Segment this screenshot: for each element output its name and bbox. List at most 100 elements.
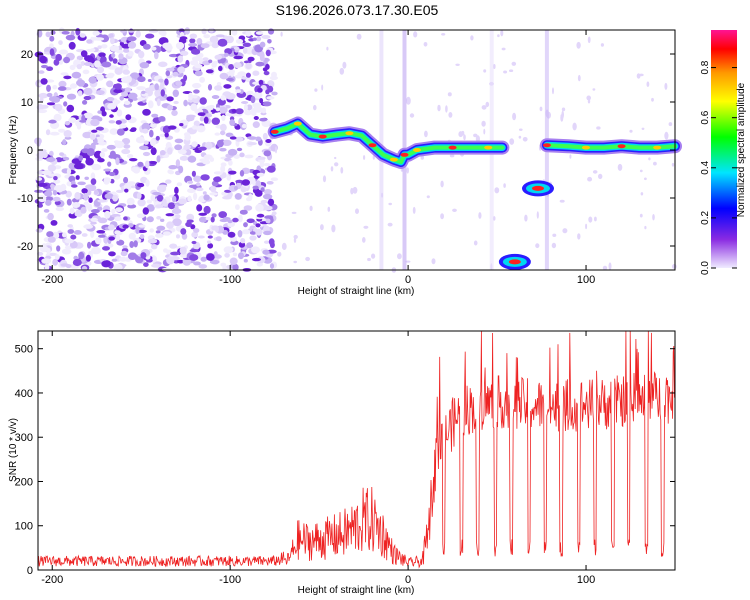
noise-speckle (551, 242, 557, 249)
noise-speckle (106, 97, 115, 102)
noise-speckle (239, 209, 248, 215)
noise-speckle (245, 62, 252, 70)
noise-speckle (233, 62, 242, 69)
noise-speckle (61, 248, 72, 255)
noise-speckle (202, 191, 207, 195)
noise-speckle (122, 245, 128, 249)
noise-speckle (65, 34, 76, 41)
noise-speckle (213, 251, 218, 257)
noise-speckle (587, 36, 591, 44)
noise-speckle (255, 223, 261, 228)
noise-speckle (46, 157, 56, 163)
noise-speckle (35, 228, 43, 233)
noise-speckle (639, 73, 644, 77)
spectrogram-x-ticks: -200 -100 0 100 (41, 30, 595, 286)
noise-speckle (668, 122, 673, 127)
noise-speckle (77, 181, 86, 186)
noise-speckle (188, 42, 198, 47)
noise-speckle (664, 82, 668, 90)
noise-speckle (45, 196, 54, 201)
noise-speckle (124, 188, 129, 193)
noise-speckle (207, 235, 213, 239)
noise-speckle (184, 27, 190, 35)
noise-speckle (245, 72, 251, 78)
noise-speckle (81, 188, 88, 194)
noise-speckle (108, 224, 115, 231)
noise-speckle (154, 51, 159, 60)
noise-speckle (137, 229, 147, 233)
noise-speckle (40, 78, 48, 85)
noise-speckle (126, 181, 136, 186)
noise-speckle (108, 251, 116, 257)
noise-speckle (234, 186, 238, 191)
noise-speckle (252, 81, 261, 85)
noise-speckle (255, 61, 265, 67)
noise-speckle (150, 123, 157, 128)
noise-speckle (156, 225, 166, 231)
noise-speckle (262, 132, 268, 140)
chart-title: S196.2026.073.17.30.E05 (276, 2, 439, 18)
noise-speckle (552, 87, 554, 95)
noise-speckle (293, 260, 298, 264)
noise-speckle (62, 139, 67, 146)
spectrogram-y-label: Frequency (Hz) (8, 116, 19, 185)
noise-speckle (53, 176, 58, 181)
noise-speckle (50, 30, 56, 35)
noise-speckle (63, 156, 70, 161)
noise-speckle (190, 60, 199, 66)
noise-speckle (232, 217, 239, 223)
noise-speckle (561, 107, 566, 112)
noise-speckle (45, 199, 52, 206)
noise-speckle (149, 161, 158, 165)
noise-speckle (46, 102, 56, 106)
noise-speckle (500, 29, 504, 37)
noise-speckle (237, 230, 243, 238)
noise-speckle (116, 109, 123, 117)
noise-speckle (185, 149, 192, 156)
noise-speckle (445, 105, 448, 113)
noise-speckle (91, 246, 101, 255)
noise-speckle (225, 113, 233, 117)
noise-speckle (49, 150, 54, 157)
noise-speckle (200, 174, 210, 181)
noise-speckle (192, 82, 202, 89)
noise-speckle (83, 95, 92, 101)
noise-speckle (215, 107, 220, 112)
noise-speckle (79, 33, 86, 38)
noise-speckle (174, 138, 184, 144)
noise-speckle (233, 46, 240, 51)
noise-speckle (54, 254, 60, 260)
snr-y-tick-label: 0 (27, 565, 33, 577)
noise-speckle (80, 61, 86, 66)
noise-speckle (83, 192, 89, 201)
noise-speckle (84, 55, 94, 62)
noise-speckle (114, 83, 122, 90)
noise-speckle (204, 113, 213, 118)
noise-speckle (322, 175, 327, 183)
noise-speckle (413, 31, 418, 38)
noise-speckle (243, 258, 248, 263)
noise-speckle (608, 262, 612, 271)
noise-speckle (118, 256, 128, 262)
snr-x-label: Height of straight line (km) (298, 585, 415, 596)
noise-speckle (426, 195, 430, 199)
noise-speckle (125, 114, 132, 121)
noise-speckle (231, 108, 237, 113)
noise-speckle (220, 162, 227, 167)
noise-speckle (137, 161, 144, 167)
noise-speckle (185, 221, 193, 227)
noise-speckle (569, 154, 572, 159)
noise-speckle (268, 238, 275, 246)
noise-speckle (170, 251, 180, 256)
noise-speckle (388, 202, 393, 206)
noise-speckle (409, 113, 415, 118)
noise-speckle (44, 190, 53, 197)
noise-speckle (77, 90, 83, 97)
noise-speckle (204, 141, 213, 150)
noise-speckle (249, 235, 257, 241)
noise-speckle (156, 216, 162, 220)
noise-speckle (103, 168, 112, 172)
noise-speckle (114, 230, 121, 235)
noise-speckle (81, 114, 86, 123)
colorbar-gradient (711, 30, 737, 268)
